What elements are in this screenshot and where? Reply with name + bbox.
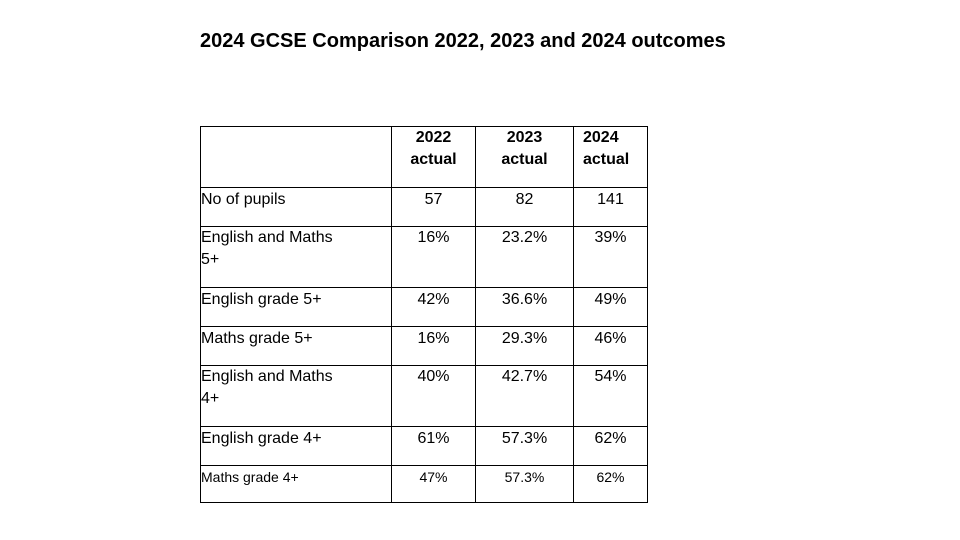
cell-value: 57 bbox=[391, 187, 476, 227]
cell-value: 62% bbox=[573, 465, 648, 503]
cell-value: 57.3% bbox=[475, 426, 574, 466]
row-label: English and Maths 4+ bbox=[200, 365, 392, 427]
row-label: English and Maths 5+ bbox=[200, 226, 392, 288]
table-row: English and Maths 4+ 40% 42.7% 54% bbox=[200, 365, 648, 427]
cell-value: 46% bbox=[573, 326, 648, 366]
header-cell-2024: 2024 actual bbox=[573, 126, 648, 188]
cell-value: 61% bbox=[391, 426, 476, 466]
cell-value: 49% bbox=[573, 287, 648, 327]
cell-value: 40% bbox=[391, 365, 476, 427]
table-header-row: 2022 actual 2023 actual 2024 actual bbox=[200, 126, 648, 188]
header-cell-2022: 2022 actual bbox=[391, 126, 476, 188]
table-row: English and Maths 5+ 16% 23.2% 39% bbox=[200, 226, 648, 288]
cell-value: 39% bbox=[573, 226, 648, 288]
header-cell-2023: 2023 actual bbox=[475, 126, 574, 188]
table-row: Maths grade 4+ 47% 57.3% 62% bbox=[200, 465, 648, 503]
table-row: No of pupils 57 82 141 bbox=[200, 187, 648, 227]
cell-value: 16% bbox=[391, 226, 476, 288]
row-label: English grade 5+ bbox=[200, 287, 392, 327]
results-table: 2022 actual 2023 actual 2024 actual No o… bbox=[200, 126, 648, 503]
header-cell-empty bbox=[200, 126, 392, 188]
row-label: No of pupils bbox=[200, 187, 392, 227]
cell-value: 42.7% bbox=[475, 365, 574, 427]
cell-value: 42% bbox=[391, 287, 476, 327]
cell-value: 36.6% bbox=[475, 287, 574, 327]
cell-value: 23.2% bbox=[475, 226, 574, 288]
cell-value: 82 bbox=[475, 187, 574, 227]
row-label: English grade 4+ bbox=[200, 426, 392, 466]
page-title: 2024 GCSE Comparison 2022, 2023 and 2024… bbox=[200, 30, 726, 52]
cell-value: 54% bbox=[573, 365, 648, 427]
cell-value: 16% bbox=[391, 326, 476, 366]
cell-value: 57.3% bbox=[475, 465, 574, 503]
cell-value: 29.3% bbox=[475, 326, 574, 366]
cell-value: 62% bbox=[573, 426, 648, 466]
table-row: English grade 5+ 42% 36.6% 49% bbox=[200, 287, 648, 327]
table-row: English grade 4+ 61% 57.3% 62% bbox=[200, 426, 648, 466]
cell-value: 47% bbox=[391, 465, 476, 503]
row-label: Maths grade 4+ bbox=[200, 465, 392, 503]
row-label: Maths grade 5+ bbox=[200, 326, 392, 366]
table-row: Maths grade 5+ 16% 29.3% 46% bbox=[200, 326, 648, 366]
cell-value: 141 bbox=[573, 187, 648, 227]
